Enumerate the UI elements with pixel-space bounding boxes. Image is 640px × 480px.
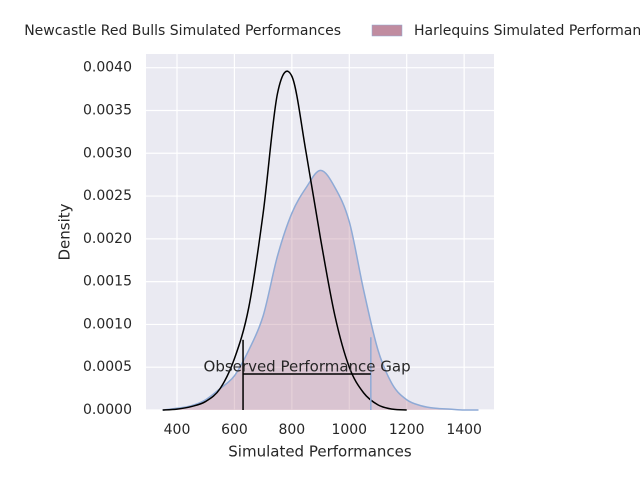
- x-tick-label: 1000: [331, 422, 367, 438]
- y-tick-label: 0.0040: [83, 60, 132, 76]
- x-tick-label: 1400: [446, 422, 482, 438]
- x-tick-label: 800: [278, 422, 305, 438]
- density-line: [162, 169, 479, 411]
- legend-swatch: [371, 24, 403, 37]
- legend-label: Harlequins Simulated Performances: [414, 23, 640, 39]
- y-tick-label: 0.0000: [83, 402, 132, 418]
- y-axis-label: Density: [56, 203, 74, 260]
- x-tick-label: 600: [221, 422, 248, 438]
- x-tick-label: 1200: [389, 422, 425, 438]
- annotation: Observed Performance Gap: [204, 358, 411, 376]
- y-tick-label: 0.0020: [83, 231, 132, 247]
- x-axis-label: Simulated Performances: [228, 443, 412, 461]
- y-tick-label: 0.0025: [83, 188, 132, 204]
- x-tick-label: 400: [164, 422, 191, 438]
- y-tick-label: 0.0005: [83, 359, 132, 375]
- y-tick-label: 0.0010: [83, 316, 132, 332]
- y-tick-label: 0.0015: [83, 274, 132, 290]
- density-area: [162, 170, 479, 411]
- y-tick-label: 0.0035: [83, 102, 132, 118]
- y-tick-label: 0.0030: [83, 145, 132, 161]
- density-line: [162, 70, 407, 411]
- legend-label: Newcastle Red Bulls Simulated Performanc…: [24, 23, 341, 39]
